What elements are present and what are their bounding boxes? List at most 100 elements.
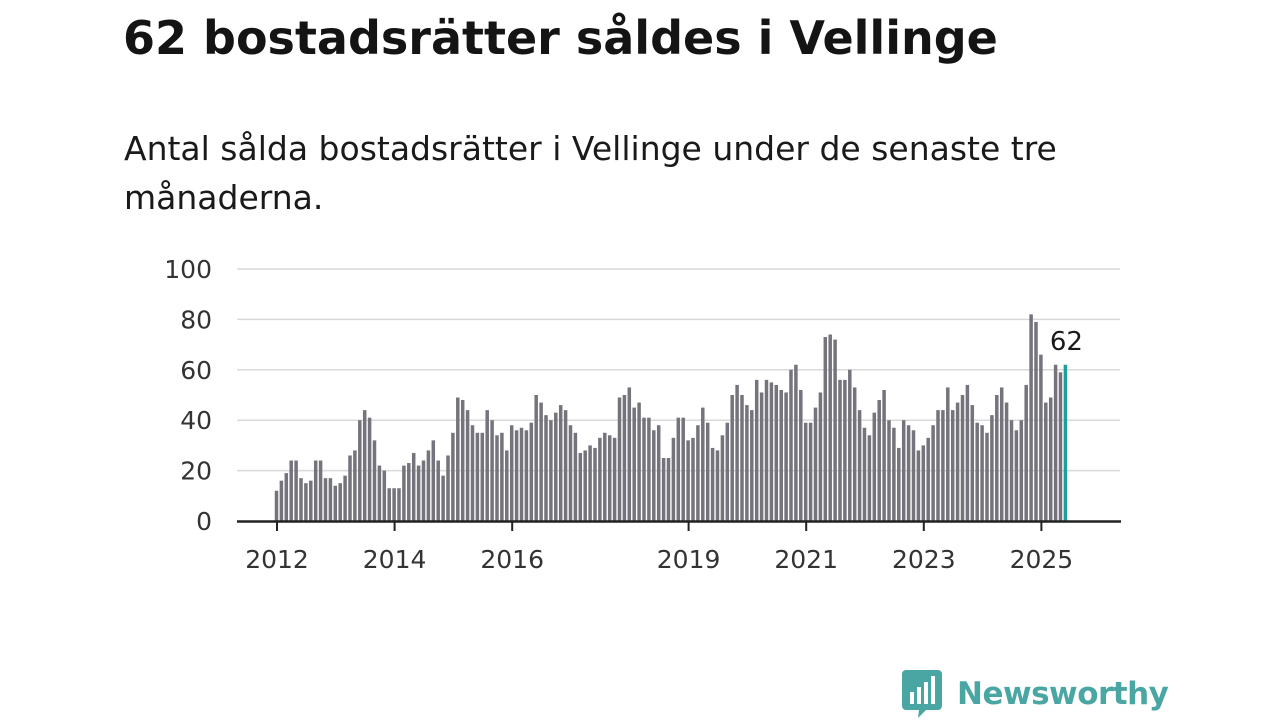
- bar: [705, 422, 710, 521]
- bar-chart: 0 20 40 60 80 100 2012 2014 2016 2019 2021 2023 202…: [164, 255, 1121, 574]
- bar: [612, 437, 617, 521]
- bar: [652, 430, 656, 521]
- bar: [828, 334, 832, 521]
- bar: [970, 405, 975, 521]
- bar: [808, 422, 813, 521]
- newsworthy-chart-bubble-icon: [902, 670, 942, 718]
- bar: [549, 420, 553, 521]
- bar: [377, 465, 382, 521]
- bar: [485, 410, 489, 521]
- y-tick-label: 20: [180, 457, 212, 486]
- bar: [681, 417, 685, 521]
- bar: [431, 440, 436, 521]
- chart-subtitle: Antal sålda bostadsrätter i Vellinge und…: [124, 129, 1057, 217]
- bar: [514, 430, 519, 521]
- bar: [671, 437, 676, 521]
- bar: [411, 452, 416, 521]
- bar: [642, 417, 646, 521]
- annotations: 62: [1050, 327, 1083, 357]
- bar: [779, 389, 783, 521]
- bar: [960, 395, 965, 521]
- bar: [1009, 420, 1014, 521]
- bar: [416, 465, 421, 521]
- bar: [460, 400, 465, 521]
- bar: [519, 427, 524, 521]
- bar: [456, 397, 460, 521]
- bar: [480, 432, 485, 521]
- bar: [637, 402, 641, 521]
- bar: [691, 437, 695, 521]
- bar: [558, 405, 563, 521]
- bar: [965, 384, 970, 521]
- bar: [696, 425, 700, 521]
- bar: [715, 450, 720, 521]
- bar: [284, 473, 289, 521]
- bar: [495, 435, 499, 521]
- bar: [1004, 402, 1009, 521]
- bar: [343, 475, 347, 521]
- bar: [446, 455, 450, 521]
- bar: [999, 387, 1004, 521]
- x-tick-label: 2019: [657, 545, 721, 574]
- bar: [328, 478, 333, 521]
- bar: [299, 478, 303, 521]
- bar: [274, 490, 279, 521]
- bar: [764, 379, 769, 521]
- bar: [710, 447, 715, 521]
- bar: [353, 450, 357, 521]
- bar: [990, 415, 994, 521]
- bar: [392, 488, 396, 521]
- bar: [759, 392, 764, 521]
- bar: [372, 440, 377, 521]
- bar: [627, 387, 632, 521]
- last-value-label: 62: [1050, 327, 1083, 357]
- bar: [848, 369, 852, 521]
- bar: [975, 422, 979, 521]
- bar: [387, 488, 391, 521]
- bar: [701, 407, 705, 521]
- bar: [436, 460, 440, 521]
- bar: [490, 420, 494, 521]
- bar: [784, 392, 788, 521]
- y-tick-label: 0: [196, 507, 212, 536]
- bar: [745, 405, 749, 521]
- bar: [573, 432, 578, 521]
- bar: [505, 450, 509, 521]
- bar: [323, 478, 328, 521]
- bar: [1019, 420, 1024, 521]
- bar: [632, 407, 636, 521]
- bar: [544, 415, 548, 521]
- bar: [333, 485, 338, 521]
- bar: [622, 395, 627, 521]
- bar: [656, 425, 661, 521]
- bar: [318, 460, 323, 521]
- bar: [906, 425, 911, 521]
- bar: [857, 410, 862, 521]
- bar: [279, 480, 284, 521]
- bar: [877, 400, 881, 521]
- bar: [750, 410, 754, 521]
- bar: [588, 445, 592, 521]
- bar: [304, 483, 308, 521]
- y-axis-ticks: 0 20 40 60 80 100: [164, 255, 212, 536]
- bar: [676, 417, 681, 521]
- bar: [882, 389, 886, 521]
- x-tick-label: 2012: [245, 545, 309, 574]
- bar: [916, 450, 921, 521]
- bar: [725, 422, 730, 521]
- bar: [1053, 364, 1058, 521]
- bar: [1034, 321, 1038, 521]
- bar: [441, 475, 445, 521]
- bar: [465, 410, 470, 521]
- bar: [897, 447, 901, 521]
- bar: [309, 480, 313, 521]
- bar: [593, 447, 597, 521]
- bar: [799, 389, 803, 521]
- bar: [1044, 402, 1048, 521]
- bar: [926, 437, 930, 521]
- y-tick-label: 80: [180, 305, 212, 334]
- bar: [931, 425, 935, 521]
- bar: [1029, 314, 1033, 521]
- bar: [985, 432, 989, 521]
- bar: [789, 369, 793, 521]
